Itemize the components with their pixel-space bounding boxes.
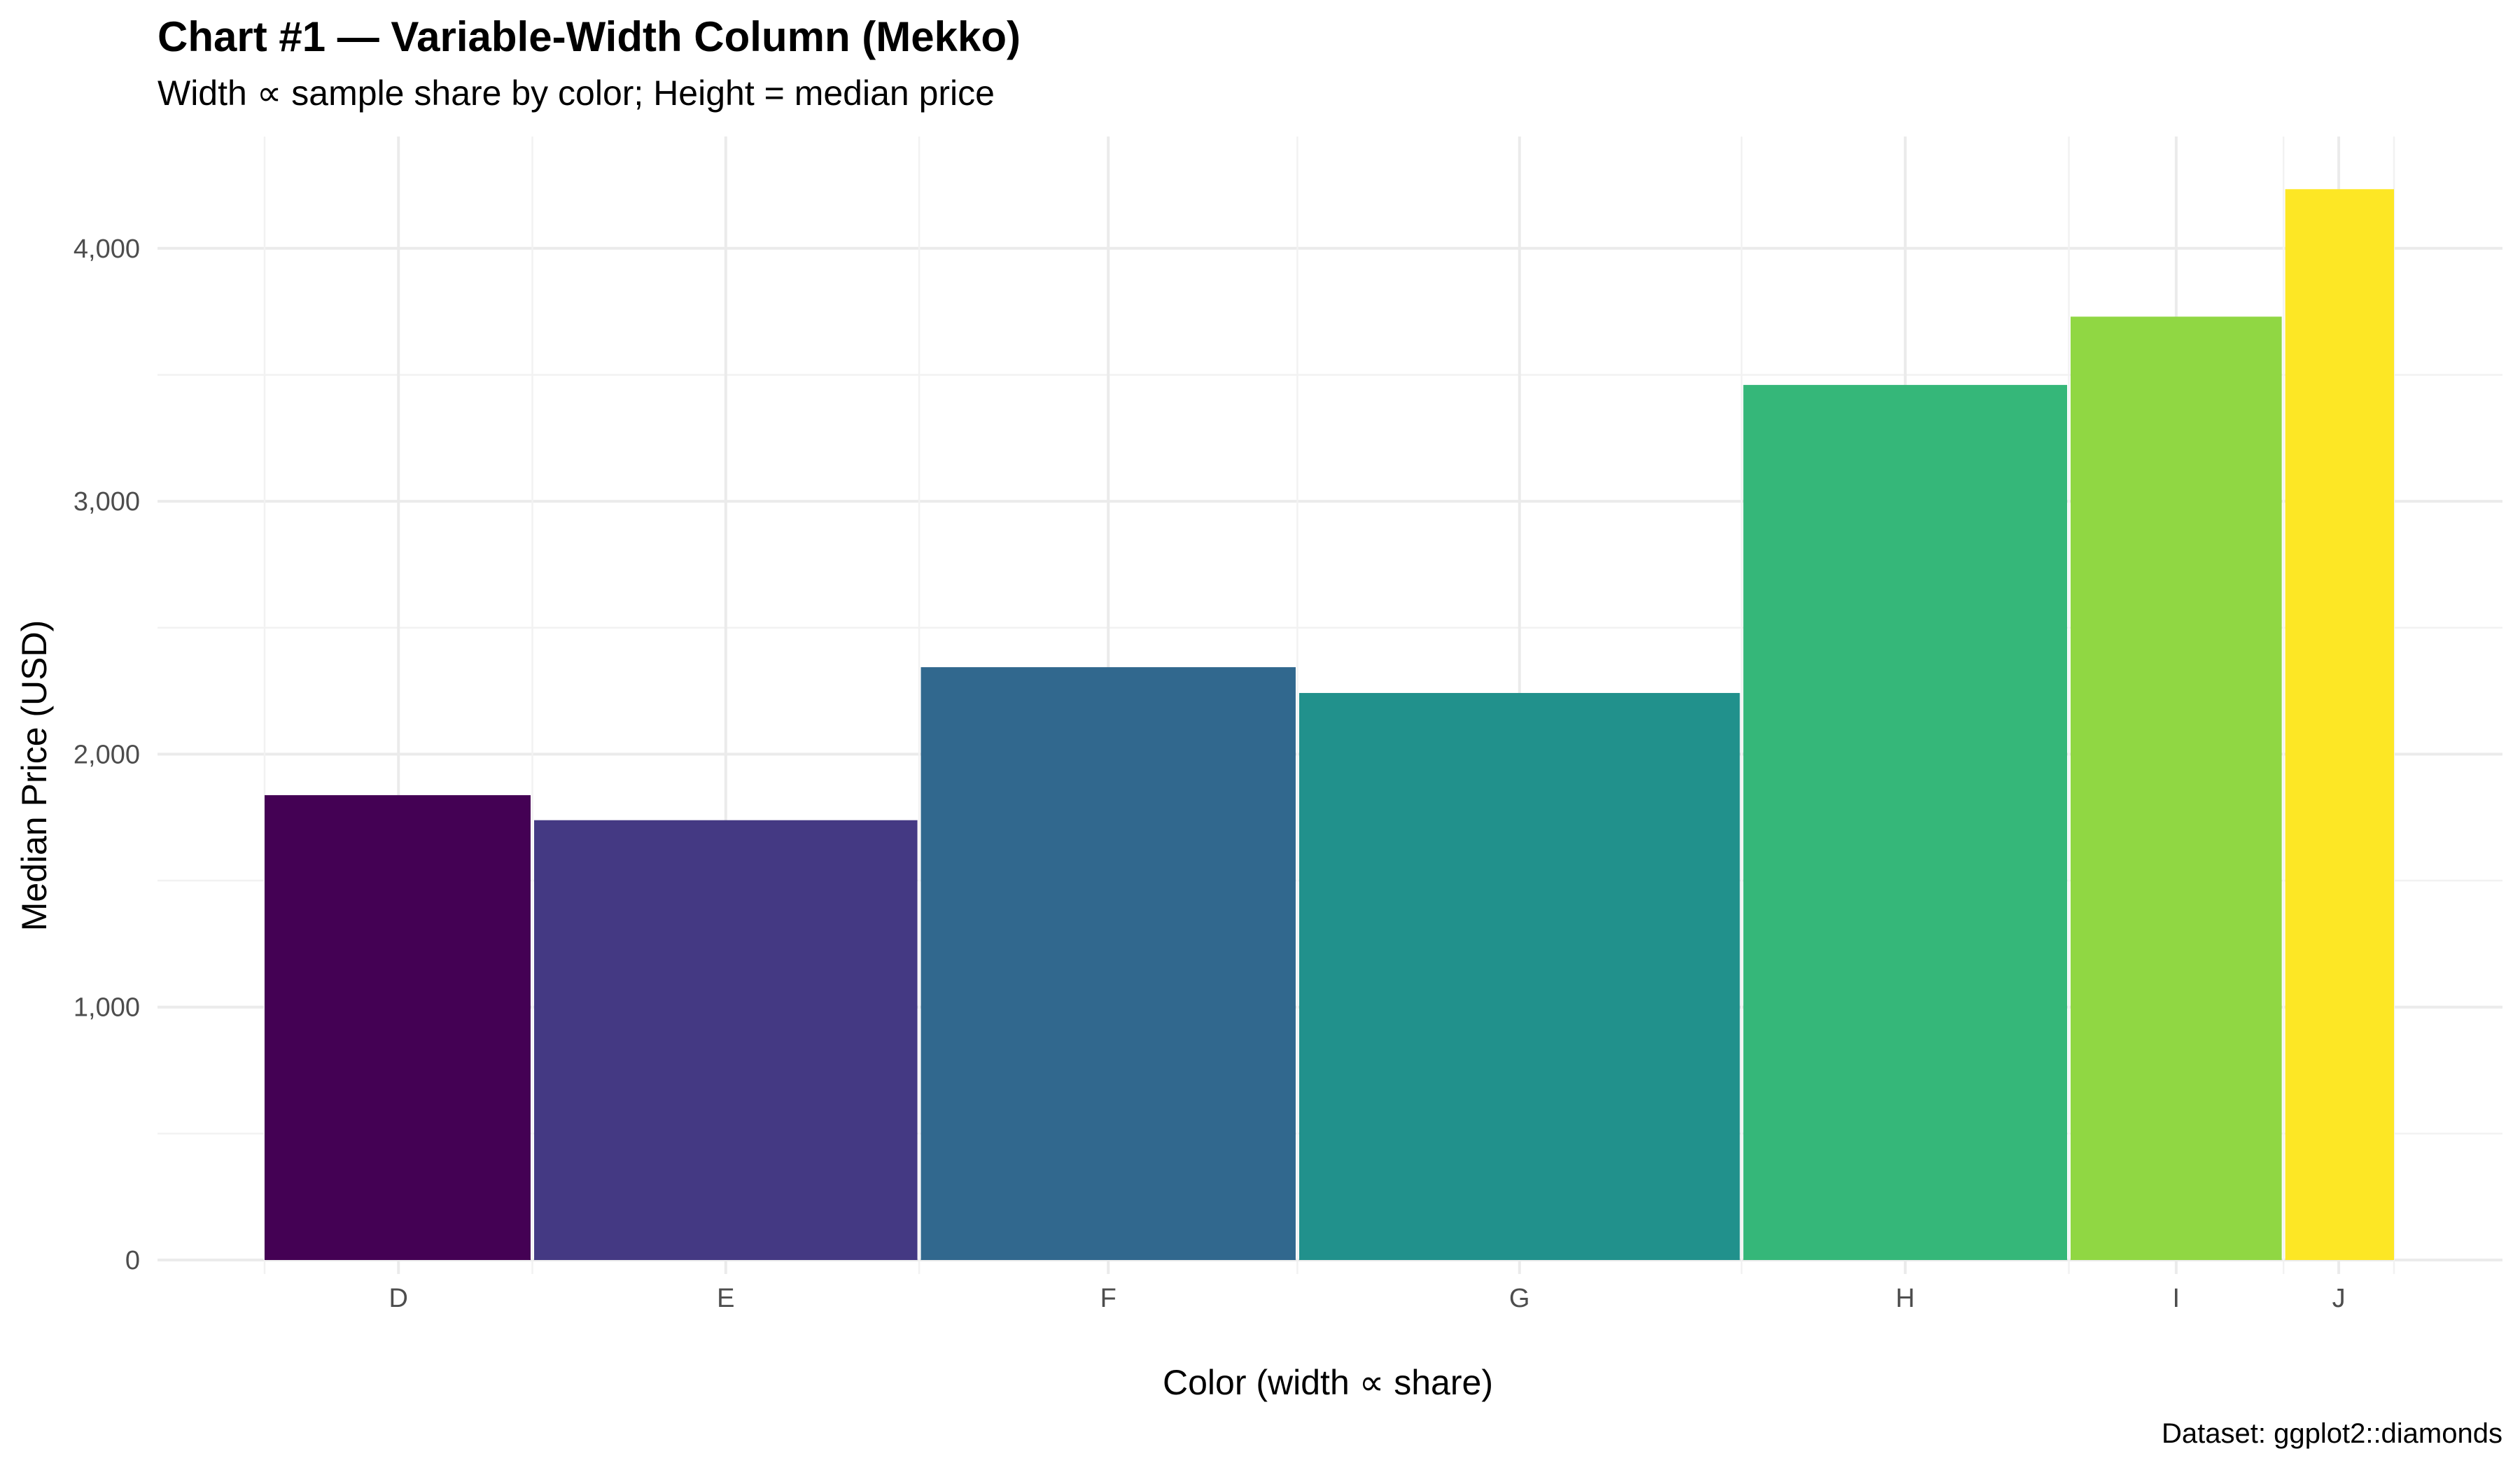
chart-subtitle: Width ∝ sample share by color; Height = … [158, 74, 995, 113]
chart-caption: Dataset: ggplot2::diamonds [2162, 1418, 2502, 1449]
x-tick-label-H: H [1896, 1284, 1914, 1313]
chart-title: Chart #1 — Variable-Width Column (Mekko) [158, 13, 1021, 60]
bar-D [265, 794, 531, 1260]
y-axis-title: Median Price (USD) [15, 620, 54, 932]
bars [265, 189, 2394, 1260]
bar-E [534, 820, 918, 1260]
bar-I [2071, 316, 2282, 1260]
x-tick-label-J: J [2332, 1284, 2346, 1313]
x-tick-label-I: I [2173, 1284, 2180, 1313]
bar-H [1743, 384, 2068, 1260]
x-tick-label-G: G [1509, 1284, 1530, 1313]
y-tick-labels: 0 1,000 2,000 3,000 4,000 [74, 234, 140, 1275]
x-tick-label-F: F [1100, 1284, 1116, 1313]
y-tick-label: 4,000 [74, 234, 140, 264]
y-tick-label: 0 [125, 1246, 140, 1275]
bar-G [1298, 692, 1740, 1260]
bar-F [920, 667, 1296, 1260]
x-tick-label-E: E [717, 1284, 734, 1313]
y-tick-label: 3,000 [74, 487, 140, 517]
y-tick-label: 2,000 [74, 740, 140, 769]
bar-J [2285, 189, 2394, 1260]
x-tick-labels: D E F G H I J [389, 1284, 2346, 1313]
x-tick-label-D: D [389, 1284, 408, 1313]
y-tick-label: 1,000 [74, 993, 140, 1023]
x-axis-title: Color (width ∝ share) [1163, 1363, 1493, 1402]
